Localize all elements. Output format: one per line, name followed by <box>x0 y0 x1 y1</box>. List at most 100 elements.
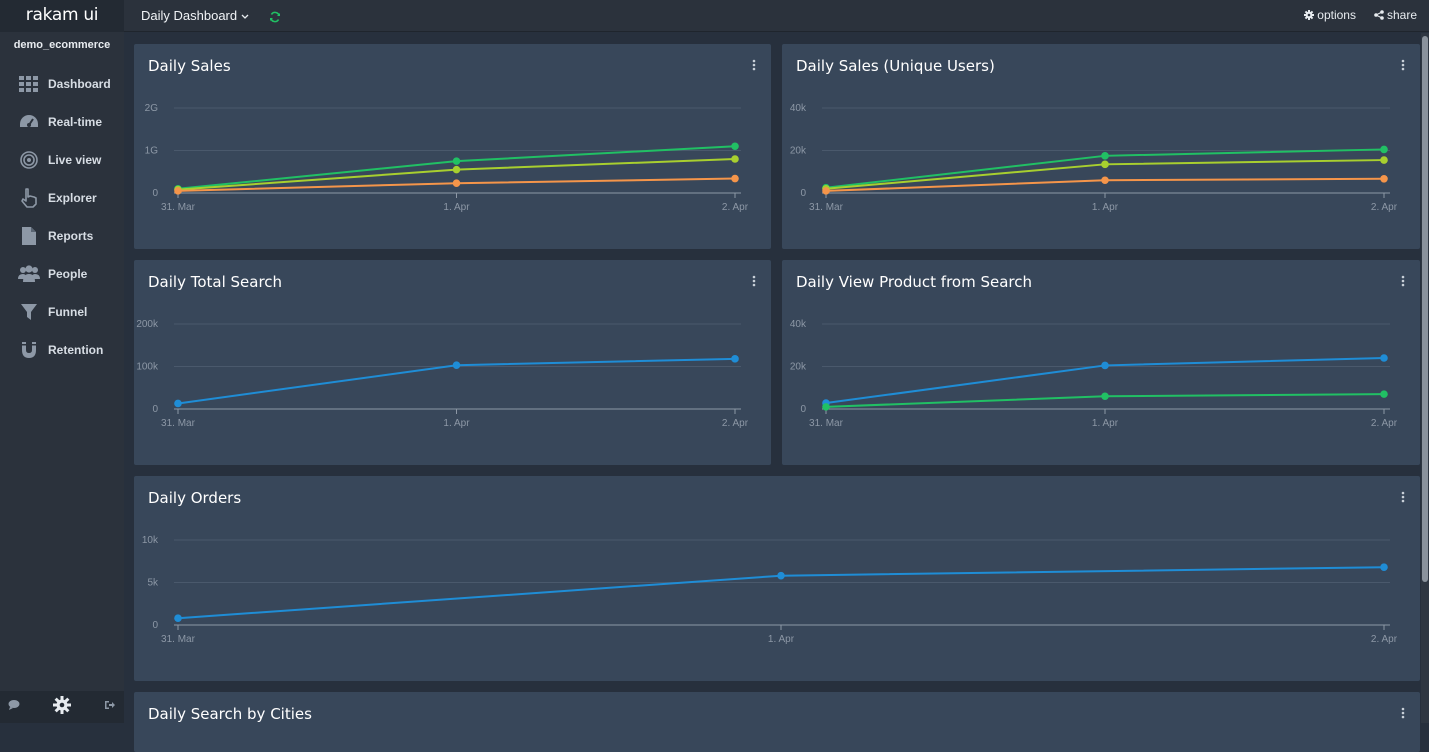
data-point[interactable] <box>1380 174 1388 183</box>
y-tick-label: 20k <box>790 146 807 157</box>
x-tick-label: 31. Mar <box>161 202 196 213</box>
data-point[interactable] <box>452 165 461 174</box>
y-tick-label: 5k <box>147 578 159 589</box>
more-vertical-icon[interactable] <box>1400 58 1406 72</box>
x-tick-label: 31. Mar <box>809 418 844 429</box>
data-point[interactable] <box>731 155 739 163</box>
y-tick-label: 1G <box>145 146 159 157</box>
file-icon <box>18 226 40 246</box>
data-point[interactable] <box>1380 563 1388 571</box>
line-chart: 0 5k 10k 31. Mar 1. Apr 2. Apr <box>142 535 1398 645</box>
data-point[interactable] <box>1101 392 1109 401</box>
data-point[interactable] <box>1380 354 1388 362</box>
data-point[interactable] <box>1101 176 1109 185</box>
more-vertical-icon[interactable] <box>751 274 757 288</box>
dashboard-selector[interactable]: Daily Dashboard <box>141 8 249 23</box>
logout-icon[interactable] <box>104 698 116 716</box>
data-point[interactable] <box>731 142 739 151</box>
y-tick-label: 0 <box>152 404 158 415</box>
sidebar-item-label: Retention <box>48 343 104 357</box>
data-point[interactable] <box>1101 361 1109 370</box>
data-point[interactable] <box>1380 156 1388 164</box>
widget-title: Daily Orders <box>148 489 242 507</box>
widget-title: Daily View Product from Search <box>796 273 1033 291</box>
more-vertical-icon[interactable] <box>751 58 757 72</box>
x-tick-label: 2. Apr <box>722 418 749 429</box>
chat-icon[interactable] <box>8 698 20 716</box>
share-icon <box>1374 10 1384 20</box>
data-point[interactable] <box>452 179 461 188</box>
options-button[interactable]: options <box>1304 8 1356 22</box>
line-chart: 0 1G 2G 31. Mar 1. Apr 2. Apr <box>145 103 749 213</box>
x-tick-label: 31. Mar <box>809 202 844 213</box>
x-tick-label: 1. Apr <box>768 634 795 645</box>
sidebar-item-retention[interactable]: Retention <box>0 331 124 369</box>
data-point[interactable] <box>822 187 830 195</box>
x-tick-label: 31. Mar <box>161 418 196 429</box>
sidebar-item-label: Reports <box>48 229 94 243</box>
widget-daily-view-product-from-search: Daily View Product from Search 0 20k 40k 31… <box>782 260 1420 465</box>
more-vertical-icon[interactable] <box>1400 706 1406 720</box>
sidebar-item-label: Funnel <box>48 305 88 319</box>
data-point[interactable] <box>731 174 739 183</box>
data-point[interactable] <box>731 355 739 363</box>
refresh-icon[interactable] <box>269 10 281 28</box>
x-tick-label: 2. Apr <box>1371 634 1398 645</box>
data-point[interactable] <box>1101 160 1109 169</box>
data-point[interactable] <box>452 361 461 370</box>
y-tick-label: 200k <box>136 319 159 330</box>
share-button[interactable]: share <box>1374 8 1417 22</box>
line-chart: 0 20k 40k 31. Mar 1. Apr 2. Apr <box>790 319 1398 429</box>
hand-pointer-icon <box>18 188 40 208</box>
data-point[interactable] <box>1380 145 1388 154</box>
sidebar-item-explorer[interactable]: Explorer <box>0 179 124 217</box>
brand-logo[interactable]: rakam ui <box>0 0 124 32</box>
y-tick-label: 40k <box>790 103 807 114</box>
data-point[interactable] <box>174 399 182 408</box>
sidebar-item-people[interactable]: People <box>0 255 124 293</box>
widget-daily-search-by-cities: Daily Search by Cities <box>134 692 1420 752</box>
y-tick-label: 0 <box>152 620 158 631</box>
data-point[interactable] <box>1380 390 1388 398</box>
cog-icon <box>1304 10 1315 20</box>
x-tick-label: 1. Apr <box>1092 202 1119 213</box>
sidebar-item-live-view[interactable]: Live view <box>0 141 124 179</box>
sidebar-nav: Dashboard Real-time Live view Explorer R… <box>0 65 124 369</box>
more-vertical-icon[interactable] <box>1400 490 1406 504</box>
topbar: Daily Dashboard options share <box>124 0 1429 32</box>
speedometer-icon <box>18 112 40 132</box>
data-point[interactable] <box>1101 152 1109 160</box>
sidebar-footer <box>0 691 124 723</box>
top-actions: options share <box>1304 8 1417 22</box>
sidebar-item-realtime[interactable]: Real-time <box>0 103 124 141</box>
widget-daily-orders: Daily Orders 0 5k 10k 31. Mar 1. Apr 2. Apr <box>134 476 1420 681</box>
project-name[interactable]: demo_ecommerce <box>13 39 111 51</box>
scrollbar-thumb[interactable] <box>1422 36 1428 582</box>
sidebar-item-label: Explorer <box>48 191 97 205</box>
gear-icon[interactable] <box>53 695 71 719</box>
sidebar-item-reports[interactable]: Reports <box>0 217 124 255</box>
data-point[interactable] <box>777 571 785 580</box>
line-chart: 0 100k 200k 31. Mar 1. Apr 2. Apr <box>136 319 749 429</box>
data-point[interactable] <box>452 157 461 165</box>
widget-title: Daily Total Search <box>148 273 283 291</box>
more-vertical-icon[interactable] <box>1400 274 1406 288</box>
dashboard-title: Daily Dashboard <box>141 8 238 23</box>
sidebar-item-funnel[interactable]: Funnel <box>0 293 124 331</box>
share-label: share <box>1386 8 1417 22</box>
data-point[interactable] <box>174 187 182 195</box>
sidebar-item-dashboard[interactable]: Dashboard <box>0 65 124 103</box>
y-tick-label: 100k <box>136 362 159 373</box>
filter-icon <box>18 302 40 322</box>
chevron-down-icon <box>241 8 249 23</box>
y-tick-label: 20k <box>790 362 807 373</box>
data-point[interactable] <box>822 403 830 411</box>
widget-title: Daily Sales <box>148 57 231 75</box>
y-tick-label: 10k <box>142 535 159 546</box>
x-tick-label: 1. Apr <box>443 418 470 429</box>
widget-title: Daily Search by Cities <box>148 705 312 723</box>
x-tick-label: 2. Apr <box>1371 418 1398 429</box>
widget-daily-sales: Daily Sales 0 1G 2G 31. Mar 1. Apr 2. Apr <box>134 44 771 249</box>
sidebar-item-label: People <box>48 267 88 281</box>
data-point[interactable] <box>174 614 182 622</box>
